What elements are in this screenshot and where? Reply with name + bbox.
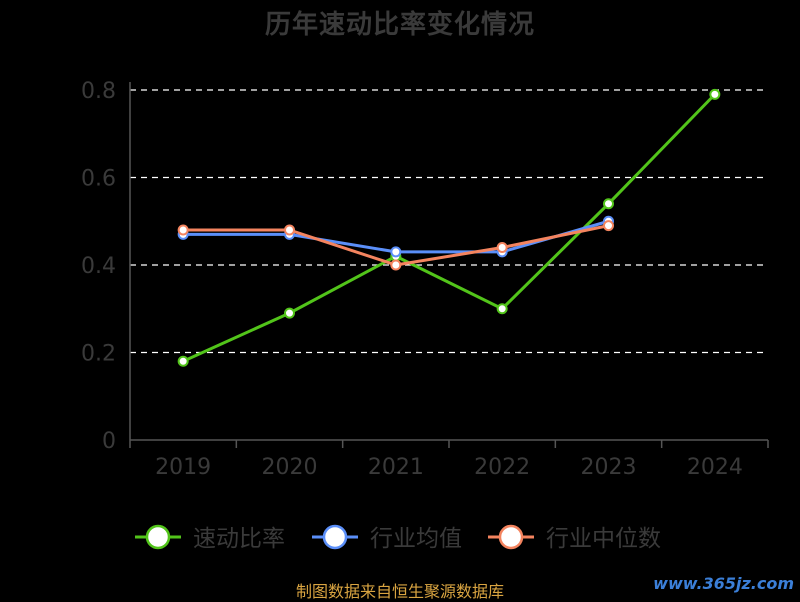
x-tick-label: 2021 xyxy=(368,455,424,480)
grid-lines xyxy=(130,89,768,354)
data-point[interactable] xyxy=(284,307,295,319)
data-point[interactable] xyxy=(390,246,402,258)
series-2 xyxy=(177,220,614,271)
x-tick-label: 2019 xyxy=(155,455,211,480)
y-tick-label: 0.6 xyxy=(81,167,116,192)
data-point[interactable] xyxy=(390,259,402,271)
chart-title: 历年速动比率变化情况 xyxy=(264,10,535,40)
legend-item[interactable]: 行业中位数 xyxy=(488,524,661,552)
legend-item[interactable]: 行业均值 xyxy=(312,524,462,552)
x-tick-label: 2023 xyxy=(581,455,637,480)
watermark-logo: www.365jz.com xyxy=(653,574,794,593)
legend-marker xyxy=(498,524,524,550)
axes: 0 0.2 0.4 0.6 0.8 2019 2020 2021 2022 2023 2024 xyxy=(81,79,769,480)
y-tick-label: 0.4 xyxy=(81,254,116,279)
data-point[interactable] xyxy=(496,242,508,253)
data-point[interactable] xyxy=(496,303,508,315)
y-tick-label: 0.2 xyxy=(81,342,116,367)
y-tick-label: 0.8 xyxy=(81,79,116,104)
legend-label: 行业均值 xyxy=(370,526,462,552)
legend-marker xyxy=(145,524,171,550)
series-0 xyxy=(177,88,721,367)
x-tick-label: 2020 xyxy=(262,455,318,480)
data-point[interactable] xyxy=(603,220,614,232)
data-source-note: 制图数据来自恒生聚源数据库 xyxy=(295,582,504,601)
y-tick-label: 0 xyxy=(102,429,116,454)
data-point[interactable] xyxy=(603,198,614,210)
series-lines xyxy=(177,88,721,367)
data-point[interactable] xyxy=(177,355,189,367)
series-line xyxy=(182,93,716,363)
x-tick-label: 2022 xyxy=(474,455,530,480)
legend-label: 速动比率 xyxy=(193,526,285,552)
series-1 xyxy=(177,215,614,258)
legend-item[interactable]: 速动比率 xyxy=(135,524,285,552)
legend-label: 行业中位数 xyxy=(546,526,661,552)
legend: 速动比率 行业均值 行业中位数 xyxy=(135,524,661,552)
data-point[interactable] xyxy=(177,224,189,236)
data-point[interactable] xyxy=(284,224,295,236)
data-point[interactable] xyxy=(709,88,721,100)
legend-marker xyxy=(322,524,348,550)
x-tick-label: 2024 xyxy=(687,455,743,480)
